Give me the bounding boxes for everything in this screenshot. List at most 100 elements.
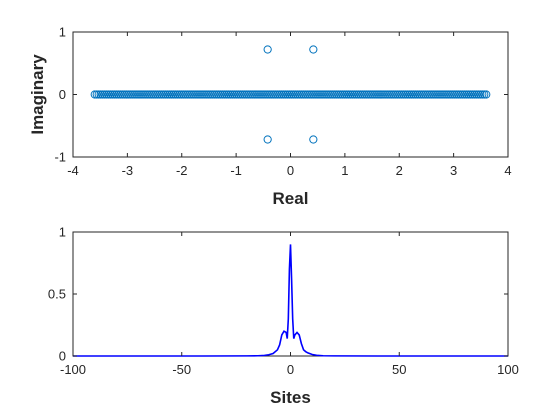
eigenvalue-marker [417, 90, 426, 99]
eigenvalue-marker [399, 90, 408, 99]
eigenvalue-marker [240, 90, 249, 99]
eigenvalue-marker [255, 90, 265, 99]
eigenvalue-marker [250, 90, 259, 99]
eigenvalue-marker [423, 90, 432, 99]
eigenvalue-marker [407, 90, 416, 99]
eigenvalue-y-tick-label: 0 [59, 87, 66, 102]
eigenvalue-marker [316, 90, 326, 99]
eigenvalue-marker [228, 90, 237, 99]
eigenvalue-marker [263, 90, 272, 99]
sites-y-tick-label: 1 [59, 225, 66, 240]
eigenvalue-marker [263, 135, 272, 144]
eigenvalue-marker [102, 90, 111, 99]
eigenvalue-marker [206, 90, 215, 99]
eigenvalue-marker [171, 90, 180, 99]
eigenvalue-marker [332, 90, 341, 99]
eigenvalue-marker [297, 90, 306, 99]
eigenvalue-marker [187, 90, 196, 99]
sites-y-tick-label: 0 [59, 349, 66, 364]
eigenvalue-marker [397, 90, 406, 99]
eigenvalue-marker [283, 90, 292, 99]
eigenvalue-marker [214, 90, 223, 99]
eigenvalue-x-tick-label: -4 [67, 163, 79, 178]
eigenvalue-marker [436, 90, 446, 99]
eigenvalue-x-tick-label: 1 [341, 163, 348, 178]
eigenvalue-marker [124, 90, 133, 99]
eigenvalue-marker [352, 90, 361, 99]
eigenvalue-marker [131, 90, 141, 99]
eigenvalue-x-tick-label: -1 [230, 163, 242, 178]
eigenvalue-marker [391, 90, 400, 99]
eigenvalue-marker [196, 90, 206, 99]
eigenvalue-marker [371, 90, 381, 99]
eigenvalue-marker [381, 90, 391, 99]
eigenvalue-marker [242, 90, 251, 99]
eigenvalue-marker [309, 90, 318, 99]
eigenvalue-marker [360, 90, 369, 99]
eigenvalue-marker [293, 90, 302, 99]
eigenvalue-marker [413, 90, 422, 99]
eigenvalue-marker [173, 90, 182, 99]
eigenvalue-marker [470, 90, 479, 99]
eigenvalue-marker [464, 90, 473, 99]
eigenvalue-marker [116, 90, 125, 99]
eigenvalue-marker [309, 45, 318, 54]
eigenvalue-marker [251, 90, 261, 99]
eigenvalue-marker [314, 90, 324, 99]
eigenvalue-marker [179, 90, 188, 99]
eigenvalue-marker [210, 90, 219, 99]
eigenvalue-markers [90, 45, 491, 144]
eigenvalue-marker [277, 90, 286, 99]
eigenvalue-marker [177, 90, 186, 99]
eigenvalue-marker [273, 90, 282, 99]
eigenvalue-marker [401, 90, 410, 99]
eigenvalue-marker [275, 90, 284, 99]
eigenvalue-marker [202, 90, 211, 99]
eigenvalue-marker [383, 90, 392, 99]
eigenvalue-marker [385, 90, 394, 99]
eigenvalue-marker [344, 90, 353, 99]
eigenvalue-y-ticks: -1 0 1 [54, 25, 508, 165]
eigenvalue-marker [320, 90, 330, 99]
eigenvalue-marker [285, 90, 294, 99]
eigenvalue-marker [324, 90, 333, 99]
eigenvalue-marker [442, 90, 452, 99]
eigenvalue-marker [342, 90, 351, 99]
eigenvalue-marker [165, 90, 174, 99]
eigenvalue-marker [409, 90, 418, 99]
eigenvalue-marker [167, 90, 176, 99]
eigenvalue-marker [368, 90, 377, 99]
eigenvalue-marker [452, 90, 461, 99]
eigenvalue-marker [198, 90, 208, 99]
eigenvalue-marker [137, 90, 147, 99]
eigenvalue-marker [108, 90, 117, 99]
eigenvalue-marker [200, 90, 210, 99]
sites-x-ticks: -100 -50 0 50 100 [60, 232, 519, 377]
eigenvalue-marker [267, 90, 276, 99]
eigenvalue-marker [163, 90, 172, 99]
eigenvalue-marker [432, 90, 442, 99]
eigenvalue-marker [458, 90, 467, 99]
eigenvalue-marker [230, 90, 239, 99]
eigenvalue-x-tick-label: 4 [504, 163, 511, 178]
eigenvalue-x-tick-label: 3 [450, 163, 457, 178]
eigenvalue-marker [94, 90, 103, 99]
eigenvalue-marker [346, 90, 355, 99]
eigenvalue-marker [450, 90, 459, 99]
eigenvalue-x-tick-label: 2 [396, 163, 403, 178]
eigenvalue-marker [448, 90, 457, 99]
eigenvalue-marker [236, 90, 245, 99]
eigenvalue-marker [307, 90, 316, 99]
eigenvalue-marker [128, 90, 137, 99]
eigenvalue-marker [430, 90, 440, 99]
eigenvalue-marker [192, 90, 202, 99]
eigenvalue-marker [405, 90, 414, 99]
eigenvalue-marker [244, 90, 253, 99]
eigenvalue-marker [336, 90, 345, 99]
eigenvalue-marker [261, 90, 271, 99]
eigenvalue-marker [208, 90, 217, 99]
sites-x-tick-label: -50 [172, 362, 191, 377]
eigenvalue-marker [151, 90, 160, 99]
eigenvalue-marker [145, 90, 154, 99]
